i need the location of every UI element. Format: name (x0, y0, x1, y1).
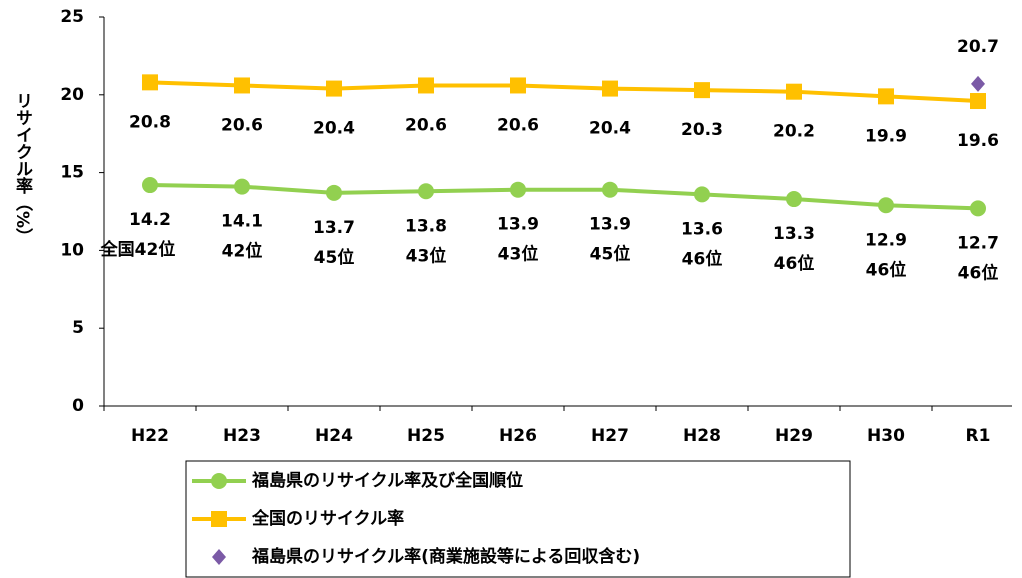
legend-label: 全国のリサイクル率 (251, 508, 404, 529)
series-line (149, 183, 979, 211)
point (970, 93, 986, 110)
point (878, 88, 894, 105)
value-label: 13.8 (405, 216, 447, 236)
y-tick-label: 25 (60, 7, 84, 27)
value-label: 12.7 (957, 233, 999, 253)
point (326, 184, 342, 201)
x-tick-label: H29 (775, 426, 813, 446)
rank-label: 45位 (590, 244, 631, 265)
point (142, 177, 158, 194)
y-tick-label: 0 (72, 396, 84, 416)
rank-label: 46位 (866, 259, 907, 280)
rank-label: 43位 (406, 245, 447, 266)
value-label: 14.2 (129, 210, 171, 230)
value-label: 13.3 (773, 224, 815, 244)
value-label: 20.8 (129, 112, 171, 132)
x-tick-label: H27 (591, 426, 629, 446)
x-tick-label: H24 (315, 426, 353, 446)
y-tick-label: 20 (60, 85, 84, 105)
point (786, 83, 802, 100)
rank-label: 46位 (682, 248, 723, 269)
value-label: 20.6 (497, 115, 539, 135)
point (694, 186, 710, 203)
value-label: 14.1 (221, 212, 263, 232)
point (510, 181, 526, 198)
legend-marker (211, 473, 227, 489)
value-label: 12.9 (865, 230, 907, 250)
value-label: 20.2 (773, 122, 815, 142)
rank-label: 全国42位 (100, 239, 176, 260)
value-label: 20.6 (405, 115, 447, 135)
legend-marker (211, 511, 227, 527)
point (694, 82, 710, 99)
point (418, 183, 434, 200)
rank-label: 42位 (222, 241, 263, 262)
point (602, 181, 618, 198)
series-line (149, 80, 979, 104)
legend-label: 福島県のリサイクル率及び全国順位 (251, 470, 523, 491)
point (602, 80, 618, 97)
value-label: 20.3 (681, 120, 723, 140)
y-tick-label: 15 (60, 163, 84, 183)
point (971, 75, 985, 92)
point (878, 197, 894, 214)
value-label: 13.6 (681, 219, 723, 239)
x-tick-label: H25 (407, 426, 445, 446)
value-label: 20.4 (313, 119, 355, 139)
x-tick-label: H22 (131, 426, 169, 446)
point (970, 200, 986, 217)
rank-label: 45位 (314, 247, 355, 268)
x-tick-label: R1 (966, 426, 991, 446)
y-tick-label: 5 (72, 318, 84, 338)
value-label: 20.4 (589, 119, 631, 139)
point (786, 191, 802, 208)
x-tick-label: H23 (223, 426, 261, 446)
rank-label: 43位 (498, 244, 539, 265)
value-label: 13.9 (497, 215, 539, 235)
legend-marker (212, 549, 226, 565)
point (234, 77, 250, 94)
point (510, 77, 526, 94)
value-label: 13.9 (589, 215, 631, 235)
value-label: 19.9 (865, 126, 907, 146)
legend-box (185, 460, 851, 578)
x-tick-label: H30 (867, 426, 905, 446)
y-tick-label: 10 (60, 240, 84, 260)
legend-label: 福島県のリサイクル率(商業施設等による回収含む) (251, 546, 640, 567)
x-tick-label: H28 (683, 426, 721, 446)
y-axis-label: リサイクル率（%） (12, 92, 33, 245)
value-label: 20.7 (957, 37, 999, 57)
x-tick-label: H26 (499, 426, 537, 446)
rank-label: 46位 (774, 253, 815, 274)
point (418, 77, 434, 94)
point (234, 178, 250, 195)
rank-label: 46位 (958, 262, 999, 283)
point (326, 80, 342, 97)
point (142, 74, 158, 91)
value-label: 19.6 (957, 131, 999, 151)
value-label: 20.6 (221, 115, 263, 135)
value-label: 13.7 (313, 218, 355, 238)
